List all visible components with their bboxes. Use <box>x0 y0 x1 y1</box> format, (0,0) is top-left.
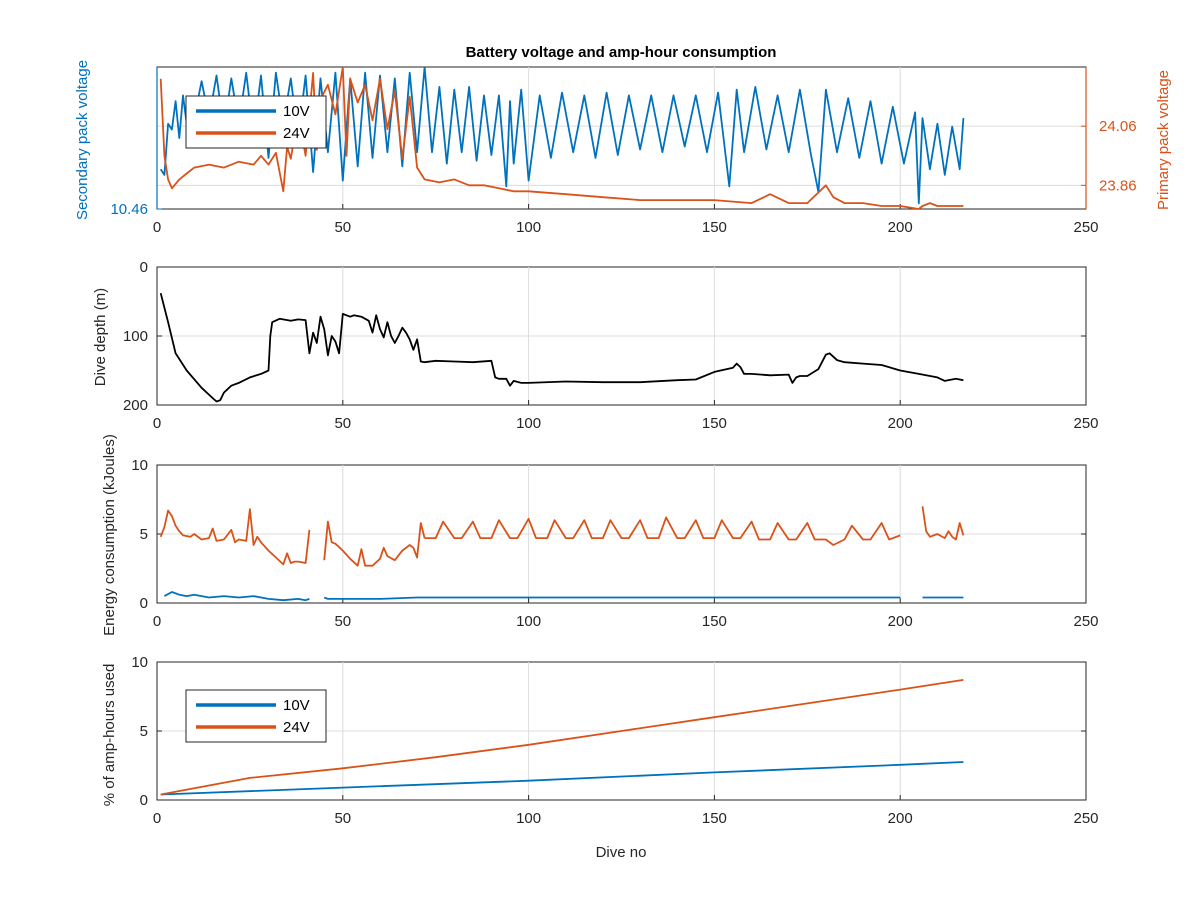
legend-label-24v: 24V <box>283 125 310 142</box>
x-tick-label: 250 <box>1073 613 1098 630</box>
x-tick-label: 150 <box>702 219 727 236</box>
legend-box <box>185 689 327 743</box>
y-tick-label: 0 <box>140 259 148 276</box>
x-tick-label: 100 <box>516 613 541 630</box>
series-line-24v <box>159 508 311 566</box>
x-tick-label: 0 <box>153 613 161 630</box>
primary-voltage-axis-label: Primary pack voltage <box>1155 70 1172 210</box>
y-tick-label: 10 <box>131 654 148 671</box>
legend-label-24v: 24V <box>283 719 310 736</box>
x-tick-label: 100 <box>516 219 541 236</box>
legend-label-10v: 10V <box>283 103 310 120</box>
right-y-tick-label: 24.06 <box>1099 118 1137 135</box>
series-line-24v <box>921 506 965 541</box>
left-y-tick-label: 10.46 <box>110 201 148 218</box>
depth-axis-label: Dive depth (m) <box>92 288 109 386</box>
series-line-24v <box>160 679 964 796</box>
chart-title: Battery voltage and amp-hour consumption <box>466 44 777 61</box>
amp-hours-axis-label: % of amp-hours used <box>101 664 118 807</box>
x-axis-label: Dive no <box>596 844 647 861</box>
legend-label-10v: 10V <box>283 697 310 714</box>
series-line-24v <box>159 67 964 209</box>
x-tick-label: 250 <box>1073 415 1098 432</box>
x-tick-label: 0 <box>153 415 161 432</box>
x-tick-label: 200 <box>888 219 913 236</box>
x-tick-label: 0 <box>153 810 161 827</box>
x-tick-label: 0 <box>153 219 161 236</box>
x-tick-label: 100 <box>516 415 541 432</box>
x-tick-label: 50 <box>334 810 351 827</box>
x-tick-label: 200 <box>888 415 913 432</box>
y-tick-label: 10 <box>131 457 148 474</box>
y-tick-label: 5 <box>140 526 148 543</box>
x-tick-label: 200 <box>888 613 913 630</box>
series-line-24v <box>323 520 426 567</box>
energy-axes: 0 50 100 150 200 250 0 5 10 <box>131 457 1098 630</box>
legend-box <box>185 95 327 149</box>
series-line-10v <box>160 761 964 796</box>
series-line-10v <box>163 591 310 602</box>
y-tick-label: 0 <box>140 595 148 612</box>
right-y-tick-label: 23.86 <box>1099 177 1137 194</box>
x-tick-label: 200 <box>888 810 913 827</box>
series-line-depth <box>159 292 964 403</box>
y-tick-label: 200 <box>123 397 148 414</box>
energy-axis-label: Energy consumption (kJoules) <box>101 434 118 636</box>
x-tick-label: 250 <box>1073 219 1098 236</box>
x-tick-label: 250 <box>1073 810 1098 827</box>
series-line-10v <box>323 596 901 600</box>
x-tick-label: 50 <box>334 219 351 236</box>
series-line-24v <box>424 516 901 546</box>
x-tick-label: 50 <box>334 613 351 630</box>
secondary-voltage-axis-label: Secondary pack voltage <box>74 60 91 220</box>
x-tick-label: 100 <box>516 810 541 827</box>
depth-axes: 0 50 100 150 200 250 0 100 200 <box>123 259 1099 432</box>
x-tick-label: 50 <box>334 415 351 432</box>
x-tick-label: 150 <box>702 415 727 432</box>
x-tick-label: 150 <box>702 810 727 827</box>
y-tick-label: 0 <box>140 792 148 809</box>
y-tick-label: 100 <box>123 328 148 345</box>
y-tick-label: 5 <box>140 723 148 740</box>
x-tick-label: 150 <box>702 613 727 630</box>
